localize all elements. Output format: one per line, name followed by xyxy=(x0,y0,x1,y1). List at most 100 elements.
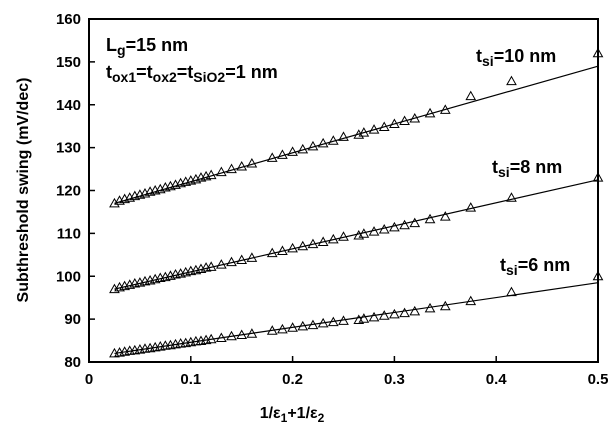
data-markers xyxy=(109,47,604,358)
data-point xyxy=(439,300,451,311)
data-point xyxy=(592,270,604,281)
data-point xyxy=(236,160,248,171)
data-point xyxy=(424,302,436,313)
data-point xyxy=(317,236,329,246)
data-point xyxy=(353,129,365,139)
data-point xyxy=(424,213,436,224)
data-point xyxy=(277,323,288,334)
y-tick-label: 130 xyxy=(56,140,81,157)
data-point xyxy=(327,316,339,327)
data-point xyxy=(205,261,217,271)
data-point xyxy=(205,169,217,180)
data-point xyxy=(215,259,227,269)
data-point xyxy=(465,202,477,212)
y-tick-label: 160 xyxy=(56,11,81,28)
data-point xyxy=(205,333,217,344)
fit-lines xyxy=(114,65,599,355)
x-tick-label: 0.5 xyxy=(588,371,608,388)
data-point xyxy=(465,90,477,101)
data-point xyxy=(378,310,390,320)
y-tick-label: 140 xyxy=(56,97,81,114)
data-point xyxy=(368,226,380,236)
data-point xyxy=(246,252,258,262)
x-tick-label: 0.4 xyxy=(486,371,508,388)
data-point xyxy=(358,127,370,137)
y-tick-label: 80 xyxy=(64,354,81,371)
data-point xyxy=(246,157,258,168)
x-tick-label: 0.1 xyxy=(180,371,201,388)
data-point xyxy=(287,242,298,253)
data-point xyxy=(399,307,410,318)
axis-ticks: 0 0.1 0.2 0.3 0.4 0.5 80 90 100 110 120 130 140 150 16… xyxy=(56,11,608,388)
data-point xyxy=(409,112,421,123)
data-point xyxy=(327,135,339,145)
data-point xyxy=(215,166,227,177)
x-tick-label: 0 xyxy=(85,371,93,388)
series-label-tsi-6: tsi=6 nm xyxy=(500,255,570,278)
data-point xyxy=(338,231,349,241)
series-label-tsi-10: tsi=10 nm xyxy=(476,46,556,69)
data-point xyxy=(307,319,319,330)
data-point xyxy=(277,149,288,159)
data-point xyxy=(266,325,278,335)
x-tick-label: 0.2 xyxy=(282,371,303,388)
data-point xyxy=(266,247,278,258)
data-point xyxy=(338,315,349,325)
data-point xyxy=(236,254,248,264)
y-tick-label: 120 xyxy=(56,183,81,200)
data-point xyxy=(215,332,227,342)
data-point xyxy=(424,107,436,118)
data-point xyxy=(338,131,349,141)
x-axis-title: 1/ε1+1/ε2 xyxy=(260,405,325,425)
data-point xyxy=(287,322,298,332)
data-point xyxy=(297,320,309,331)
data-point xyxy=(409,217,421,228)
y-tick-label: 100 xyxy=(56,268,81,285)
data-point xyxy=(389,308,400,319)
annotation-gate-length: Lg=15 nm xyxy=(106,35,188,58)
data-point xyxy=(236,329,248,339)
y-tick-label: 150 xyxy=(56,54,81,71)
data-point xyxy=(109,197,120,208)
data-point xyxy=(327,233,339,244)
data-point xyxy=(378,223,390,234)
data-point xyxy=(307,140,319,151)
y-tick-label: 90 xyxy=(64,311,81,328)
data-point xyxy=(439,211,451,221)
data-point xyxy=(297,143,309,154)
data-point xyxy=(389,118,400,129)
data-point xyxy=(465,295,477,306)
annotation-oxide-thickness: tox1=tox2=tSiO2=1 nm xyxy=(106,62,278,85)
x-tick-label: 0.3 xyxy=(384,371,405,388)
data-point xyxy=(389,221,400,232)
data-point xyxy=(246,328,258,338)
data-point xyxy=(317,137,329,148)
fit-line-2 xyxy=(114,282,599,355)
data-point xyxy=(226,163,237,174)
data-point xyxy=(307,238,319,249)
data-point xyxy=(287,146,298,156)
data-point xyxy=(399,115,410,126)
data-point xyxy=(378,121,390,132)
data-point xyxy=(439,104,451,114)
data-point xyxy=(506,192,517,202)
data-point xyxy=(368,311,380,322)
data-point xyxy=(399,219,410,230)
data-point xyxy=(592,172,604,182)
data-point xyxy=(358,228,370,238)
data-point xyxy=(266,152,278,162)
data-point xyxy=(506,286,517,297)
data-point xyxy=(368,124,380,134)
data-point xyxy=(506,75,517,86)
data-point xyxy=(226,330,237,341)
data-point xyxy=(317,317,329,328)
y-tick-label: 110 xyxy=(57,225,81,242)
data-point xyxy=(409,305,421,316)
y-axis-title: Subthreshold swing (mV/dec) xyxy=(15,78,32,303)
data-point xyxy=(226,256,237,267)
data-point xyxy=(277,245,288,255)
fit-line-1 xyxy=(114,179,599,290)
data-point xyxy=(592,47,604,58)
data-point xyxy=(297,240,309,251)
